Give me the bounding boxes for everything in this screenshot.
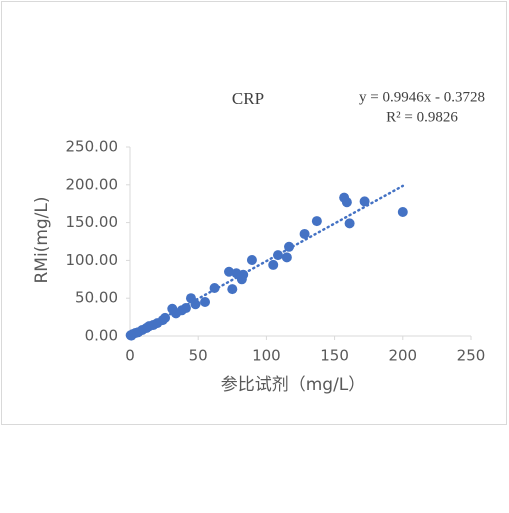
point	[185, 293, 196, 304]
point	[125, 330, 136, 341]
point	[227, 284, 238, 295]
point	[272, 250, 283, 261]
x-tick-label: 200	[388, 347, 417, 365]
y-tick-label: 50.00	[75, 289, 118, 307]
point	[246, 255, 257, 266]
point	[341, 197, 352, 208]
chart-title: CRP	[232, 89, 264, 108]
x-axis-label: 参比试剂（mg/L）	[221, 375, 366, 395]
chart-border	[1, 1, 507, 425]
x-tick-label: 50	[189, 347, 208, 365]
point	[200, 296, 211, 307]
y-tick-label: 250.00	[66, 138, 119, 156]
point	[284, 241, 295, 252]
y-tick-label: 200.00	[66, 175, 119, 193]
point	[209, 282, 220, 293]
x-tick-label: 0	[125, 347, 135, 365]
x-tick-label: 150	[320, 347, 349, 365]
point	[359, 196, 370, 207]
x-tick-label: 250	[457, 347, 486, 365]
point	[167, 303, 178, 314]
point	[344, 218, 355, 229]
point	[281, 252, 292, 263]
point	[397, 207, 408, 218]
y-tick-label: 150.00	[66, 213, 119, 231]
trendline-r2: R² = 0.9826	[386, 109, 458, 125]
y-tick-label: 100.00	[66, 251, 119, 269]
trendline-equation: y = 0.9946x - 0.3728	[359, 89, 485, 105]
y-tick-label: 0.00	[85, 327, 118, 345]
point	[268, 259, 279, 270]
x-tick-label: 100	[252, 347, 281, 365]
y-axis-label: RMi(mg/L)	[32, 196, 52, 283]
point	[299, 228, 310, 239]
point	[311, 216, 322, 227]
point	[224, 266, 235, 277]
